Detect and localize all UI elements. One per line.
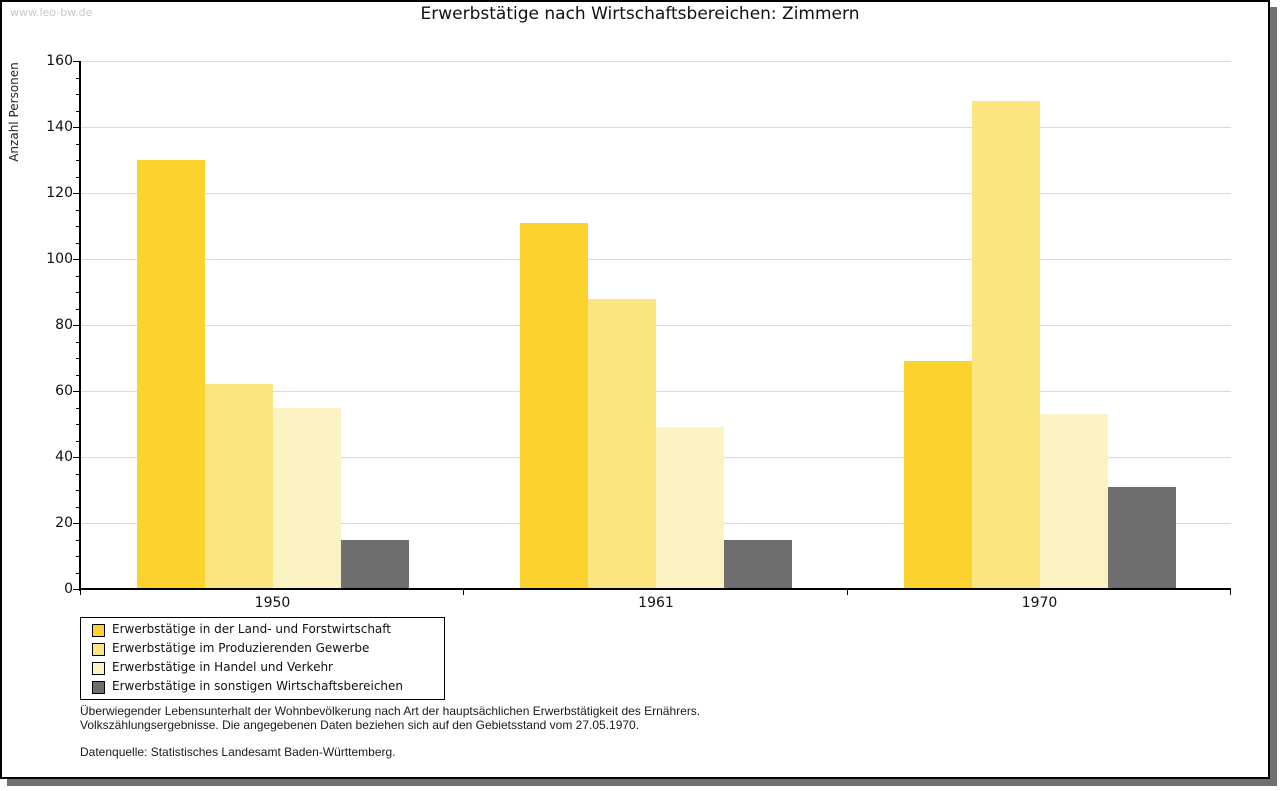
y-minor-tick-15 xyxy=(76,539,79,541)
watermark: www.leo-bw.de xyxy=(10,6,93,19)
gridline-100 xyxy=(81,259,1231,260)
y-major-tick-80 xyxy=(73,325,79,326)
bar-1950-s2 xyxy=(204,384,273,589)
bar-1950-s3 xyxy=(272,407,341,589)
y-minor-tick-45 xyxy=(76,440,79,442)
x-boundary-tick-2 xyxy=(846,590,848,595)
y-minor-tick-155 xyxy=(76,77,79,79)
y-major-tick-100 xyxy=(73,259,79,260)
legend-label: Erwerbstätige im Produzierenden Gewerbe xyxy=(112,641,370,655)
gridline-60 xyxy=(81,391,1231,392)
bar-1961-s4 xyxy=(724,539,792,589)
y-minor-tick-35 xyxy=(76,473,79,475)
legend-row-3: Erwerbstätige in Handel und Verkehr xyxy=(81,659,444,678)
y-axis-line xyxy=(79,61,81,591)
y-axis-label: Anzahl Personen xyxy=(7,62,21,162)
y-minor-tick-25 xyxy=(76,506,79,508)
y-minor-tick-90 xyxy=(76,292,79,293)
bar-1970-s3 xyxy=(1039,414,1108,589)
legend: Erwerbstätige in der Land- und Forstwirt… xyxy=(80,617,445,700)
x-tick-label-1970: 1970 xyxy=(1021,595,1058,611)
y-minor-tick-95 xyxy=(76,275,79,277)
y-tick-label-0: 0 xyxy=(64,581,73,597)
y-tick-label-140: 140 xyxy=(46,119,73,135)
gridline-80 xyxy=(81,325,1231,326)
bar-1961-s3 xyxy=(656,427,724,589)
y-major-tick-0 xyxy=(73,589,79,590)
y-major-tick-20 xyxy=(73,523,79,524)
bar-1970-s1 xyxy=(903,361,972,589)
data-source: Datenquelle: Statistisches Landesamt Bad… xyxy=(80,745,396,759)
y-minor-tick-55 xyxy=(76,407,79,409)
y-minor-tick-105 xyxy=(76,242,79,244)
x-tick-label-1961: 1961 xyxy=(638,595,674,611)
y-minor-tick-115 xyxy=(76,209,79,211)
y-minor-tick-145 xyxy=(76,110,79,112)
gridline-120 xyxy=(81,193,1231,194)
y-tick-label-60: 60 xyxy=(55,383,73,399)
chart-title: Erwerbstätige nach Wirtschaftsbereichen:… xyxy=(420,4,860,24)
gridline-160 xyxy=(81,61,1231,62)
footnote-line-1: Überwiegender Lebensunterhalt der Wohnbe… xyxy=(80,704,701,718)
y-tick-label-80: 80 xyxy=(55,317,73,333)
legend-swatch-icon xyxy=(92,643,105,656)
bar-1970-s2 xyxy=(971,100,1040,589)
y-minor-tick-30 xyxy=(76,490,79,491)
x-boundary-tick-0 xyxy=(80,590,81,595)
y-minor-tick-70 xyxy=(76,358,79,359)
y-major-tick-140 xyxy=(73,127,79,128)
legend-row-4: Erwerbstätige in sonstigen Wirtschaftsbe… xyxy=(81,678,444,697)
y-minor-tick-75 xyxy=(76,341,79,343)
bar-1961-s1 xyxy=(520,222,588,589)
legend-row-1: Erwerbstätige in der Land- und Forstwirt… xyxy=(81,621,444,640)
y-tick-label-160: 160 xyxy=(46,53,73,69)
y-tick-label-40: 40 xyxy=(55,449,73,465)
x-boundary-tick-1 xyxy=(463,590,465,595)
y-minor-tick-85 xyxy=(76,308,79,310)
y-tick-label-120: 120 xyxy=(46,185,73,201)
legend-swatch-icon xyxy=(92,662,105,675)
y-tick-label-20: 20 xyxy=(55,515,73,531)
y-major-tick-40 xyxy=(73,457,79,458)
x-boundary-tick-3 xyxy=(1230,590,1231,595)
legend-swatch-icon xyxy=(92,624,105,637)
y-minor-tick-150 xyxy=(76,94,79,95)
footnote-line-2: Volkszählungsergebnisse. Die angegebenen… xyxy=(80,718,640,732)
legend-row-2: Erwerbstätige im Produzierenden Gewerbe xyxy=(81,640,444,659)
legend-label: Erwerbstätige in Handel und Verkehr xyxy=(112,660,333,674)
legend-label: Erwerbstätige in sonstigen Wirtschaftsbe… xyxy=(112,679,404,693)
y-minor-tick-10 xyxy=(76,556,79,557)
bar-1970-s4 xyxy=(1107,486,1176,589)
y-minor-tick-110 xyxy=(76,226,79,227)
y-tick-label-100: 100 xyxy=(46,251,73,267)
bar-1950-s4 xyxy=(340,539,409,589)
bar-1950-s1 xyxy=(136,160,205,589)
y-major-tick-120 xyxy=(73,193,79,194)
gridline-140 xyxy=(81,127,1231,128)
legend-label: Erwerbstätige in der Land- und Forstwirt… xyxy=(112,622,391,636)
bar-1961-s2 xyxy=(588,298,656,589)
legend-swatch-icon xyxy=(92,681,105,694)
y-minor-tick-65 xyxy=(76,374,79,376)
y-major-tick-160 xyxy=(73,61,79,62)
y-minor-tick-50 xyxy=(76,424,79,425)
y-minor-tick-135 xyxy=(76,143,79,145)
y-minor-tick-130 xyxy=(76,160,79,161)
y-minor-tick-5 xyxy=(76,572,79,574)
y-major-tick-60 xyxy=(73,391,79,392)
footnote: Überwiegender Lebensunterhalt der Wohnbe… xyxy=(80,704,700,732)
x-axis-line xyxy=(79,588,1231,590)
y-minor-tick-125 xyxy=(76,176,79,178)
x-tick-label-1950: 1950 xyxy=(254,595,291,611)
